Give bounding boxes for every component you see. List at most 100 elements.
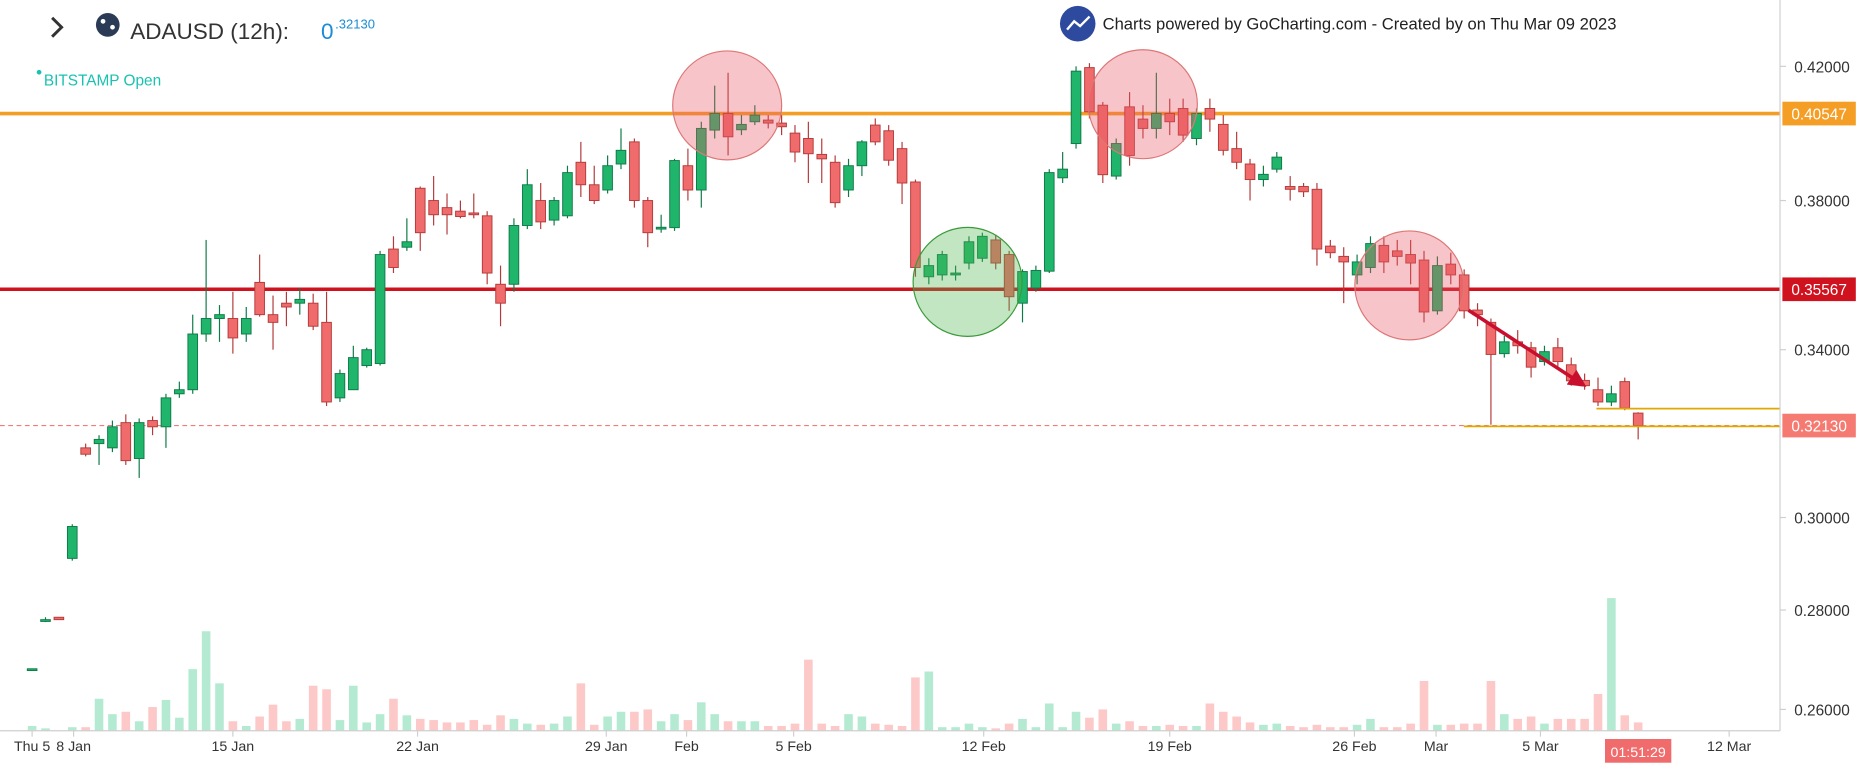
candle-body — [481, 215, 493, 274]
status-dot — [36, 69, 42, 75]
candle-body — [1365, 243, 1376, 268]
candle-body — [910, 181, 921, 268]
volume-bar — [723, 721, 733, 731]
volume-bar — [1312, 724, 1322, 731]
candle-body — [1151, 112, 1162, 129]
y-tick-label: 0.30000 — [1794, 510, 1850, 527]
candle-body — [950, 272, 961, 276]
candle-body — [1070, 70, 1082, 145]
volume-bar — [1285, 725, 1295, 731]
candle-body — [334, 373, 346, 399]
candle-body — [361, 349, 373, 367]
candle-body — [629, 141, 640, 202]
candle-body — [575, 161, 587, 186]
candle-body — [562, 172, 573, 217]
volume-bar — [255, 716, 264, 731]
candle-body — [669, 160, 680, 229]
volume-bar — [871, 723, 880, 731]
last-price-frac: .32130 — [335, 16, 375, 31]
candle-body — [1231, 148, 1242, 163]
volume-bar — [844, 714, 853, 731]
candle-body — [1217, 123, 1229, 151]
volume-bar — [1419, 680, 1429, 731]
candle-body — [602, 165, 613, 191]
candle-body — [762, 119, 774, 124]
volume-bar — [817, 723, 827, 731]
trend-arrow — [1467, 308, 1587, 387]
candle-body — [401, 241, 413, 248]
volume-bar — [482, 724, 492, 731]
highlight-circle — [672, 50, 783, 161]
candle-body — [977, 235, 988, 259]
volume-bar — [161, 699, 171, 731]
countdown: 01:51:29 — [1611, 745, 1666, 761]
candle-body — [1057, 168, 1068, 179]
candle-body — [495, 283, 506, 304]
volume-bar — [1593, 694, 1603, 731]
candle-body — [1418, 259, 1430, 313]
volume-bar — [67, 727, 77, 731]
expand-chevron[interactable] — [51, 16, 64, 38]
symbol-icon-dot — [110, 24, 115, 30]
volume-bar — [1232, 716, 1241, 731]
candle-body — [1284, 186, 1296, 190]
candle-body — [160, 397, 172, 428]
volume-bar — [1259, 724, 1268, 731]
candle-body — [1298, 186, 1309, 193]
candle-body — [963, 241, 975, 264]
candle-body — [187, 333, 199, 391]
candle-body — [66, 526, 78, 559]
volume-bar — [81, 727, 90, 731]
volume-bar — [1085, 717, 1094, 731]
volume-bar — [201, 631, 211, 731]
candle-body — [1043, 172, 1055, 272]
volume-bar — [857, 716, 867, 731]
volume-bar — [616, 711, 626, 731]
volume-bar — [589, 724, 599, 731]
volume-bar — [308, 685, 318, 731]
x-tick-label: Thu 5 — [14, 739, 50, 755]
candle-body — [923, 265, 935, 278]
candle-body — [749, 114, 761, 123]
volume-bar — [1446, 724, 1456, 731]
y-tick-label: 0.28000 — [1794, 603, 1850, 620]
volume-bar — [951, 727, 960, 731]
volume-bar — [1620, 715, 1630, 731]
candle-body — [936, 254, 948, 276]
candle-body — [147, 420, 158, 428]
exchange-label: BITSTAMP Open — [44, 72, 161, 89]
candle-body — [1204, 108, 1216, 120]
candle-body — [348, 357, 359, 391]
x-tick-label: 15 Jan — [212, 739, 255, 755]
candle-body — [53, 616, 65, 621]
volume-bar — [549, 723, 559, 731]
volume-bar — [282, 721, 291, 731]
candle-body — [1177, 108, 1189, 136]
candle-body — [26, 668, 38, 672]
volume-bar — [830, 725, 840, 731]
volume-bar — [630, 711, 639, 731]
volume-bar — [670, 714, 679, 731]
candle-body — [174, 389, 185, 395]
candle-body — [1137, 118, 1149, 129]
volume-bar — [268, 704, 278, 731]
candle-body — [1619, 381, 1631, 409]
volume-bar — [1352, 724, 1362, 731]
credit-text: Charts powered by GoCharting.com - Creat… — [1103, 15, 1617, 34]
candle-body — [1432, 265, 1443, 312]
volume-bar — [763, 725, 773, 731]
volume-bar — [41, 728, 50, 731]
volume-bar — [1379, 727, 1389, 731]
candle-body — [133, 422, 145, 459]
volume-bar — [1299, 727, 1308, 731]
volume-bar — [576, 683, 586, 731]
candle-body — [1110, 143, 1122, 177]
x-tick-label: 19 Feb — [1148, 739, 1192, 755]
candle-body — [1338, 255, 1350, 263]
candle-body — [214, 314, 225, 319]
candle-body — [1164, 112, 1176, 123]
candle-body — [414, 187, 426, 234]
volume-bar — [1218, 711, 1228, 731]
